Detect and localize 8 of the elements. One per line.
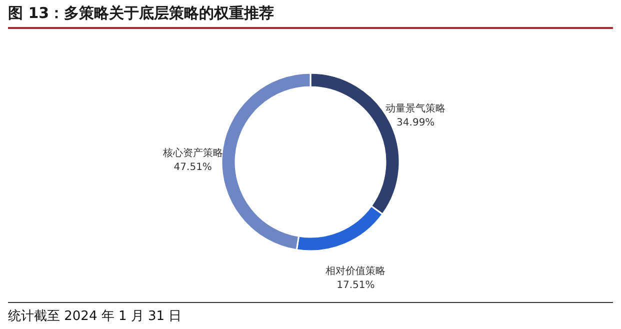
data-label: 47.51%	[174, 162, 212, 173]
chart-title: 图 13：多策略关于底层策略的权重推荐	[8, 4, 613, 29]
slice-label: 核心资产策略	[162, 146, 223, 159]
data-label: 17.51%	[336, 280, 375, 291]
data-label: 34.99%	[396, 117, 435, 128]
slice-label: 相对价值策略	[326, 264, 386, 277]
text: 统计截至 2024 年 1 月 31 日	[8, 302, 613, 325]
slice-label: 动量景气策略	[386, 102, 446, 114]
